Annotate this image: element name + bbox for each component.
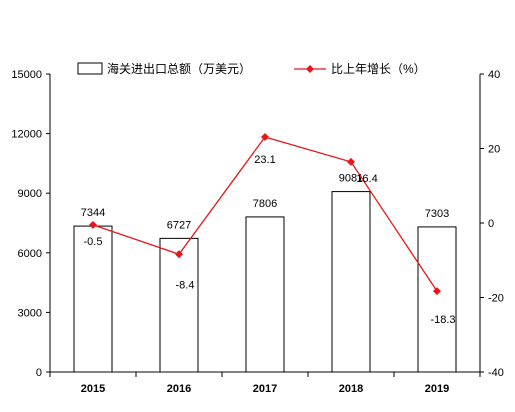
bar-data-label: 7806 — [253, 198, 277, 210]
bar — [159, 237, 199, 373]
line-data-label: -8.4 — [176, 279, 195, 291]
line-data-label: -0.5 — [84, 236, 103, 248]
bar-data-label: 6727 — [167, 219, 191, 231]
left-axis-tick-label: 12000 — [11, 129, 42, 141]
left-axis-tick-label: 6000 — [18, 248, 42, 260]
line-series-group: -0.5 -8.4 23.1 16.4 -18.3 — [84, 132, 456, 326]
bar-data-label: 7344 — [81, 207, 105, 219]
line-data-label: -18.3 — [430, 314, 455, 326]
legend-bar-swatch — [77, 62, 103, 75]
left-axis-tick-label: 9000 — [18, 188, 42, 200]
growth-marker — [261, 132, 269, 141]
growth-marker — [347, 157, 355, 166]
right-axis-tick-label: 40 — [488, 69, 500, 81]
right-axis-tick-label: -20 — [488, 293, 504, 305]
growth-marker — [433, 287, 441, 296]
right-axis-tick-label: -40 — [488, 367, 504, 379]
x-axis-tick-label: 2015 — [81, 383, 105, 395]
line-data-label: 23.1 — [254, 154, 275, 166]
legend: 海关进出口总额（万美元） 比上年增长（%） — [77, 61, 426, 76]
bar — [417, 226, 457, 373]
left-axis-tick-label: 15000 — [11, 69, 42, 81]
bar-data-label: 7303 — [425, 208, 449, 220]
right-axis-tick-label: 20 — [488, 144, 500, 156]
right-axis-tick-label: 0 — [488, 218, 494, 230]
growth-marker — [175, 250, 183, 259]
bar-data-label: 9081 — [339, 173, 363, 185]
legend-bar-label: 海关进出口总额（万美元） — [107, 61, 251, 76]
x-axis-tick-label: 2019 — [425, 383, 449, 395]
x-axis-tick-label: 2016 — [167, 383, 191, 395]
bars-group: 7344 6727 7806 9081 7303 — [73, 173, 457, 373]
bar — [73, 225, 113, 373]
line-data-label: 16.4 — [356, 173, 377, 185]
legend-line-label: 比上年增长（%） — [331, 62, 426, 76]
growth-marker — [89, 220, 97, 229]
legend-line-marker — [306, 65, 314, 73]
left-axis-tick-label: 0 — [36, 367, 42, 379]
left-axis-tick-label: 3000 — [18, 307, 42, 319]
x-axis-tick-label: 2017 — [253, 383, 277, 395]
axes-group: 0 3000 6000 9000 12000 15000 -40 -20 0 20 40 2015 20… — [11, 69, 504, 395]
x-axis-tick-label: 2018 — [339, 383, 363, 395]
bar — [331, 191, 371, 373]
bar — [245, 216, 285, 373]
